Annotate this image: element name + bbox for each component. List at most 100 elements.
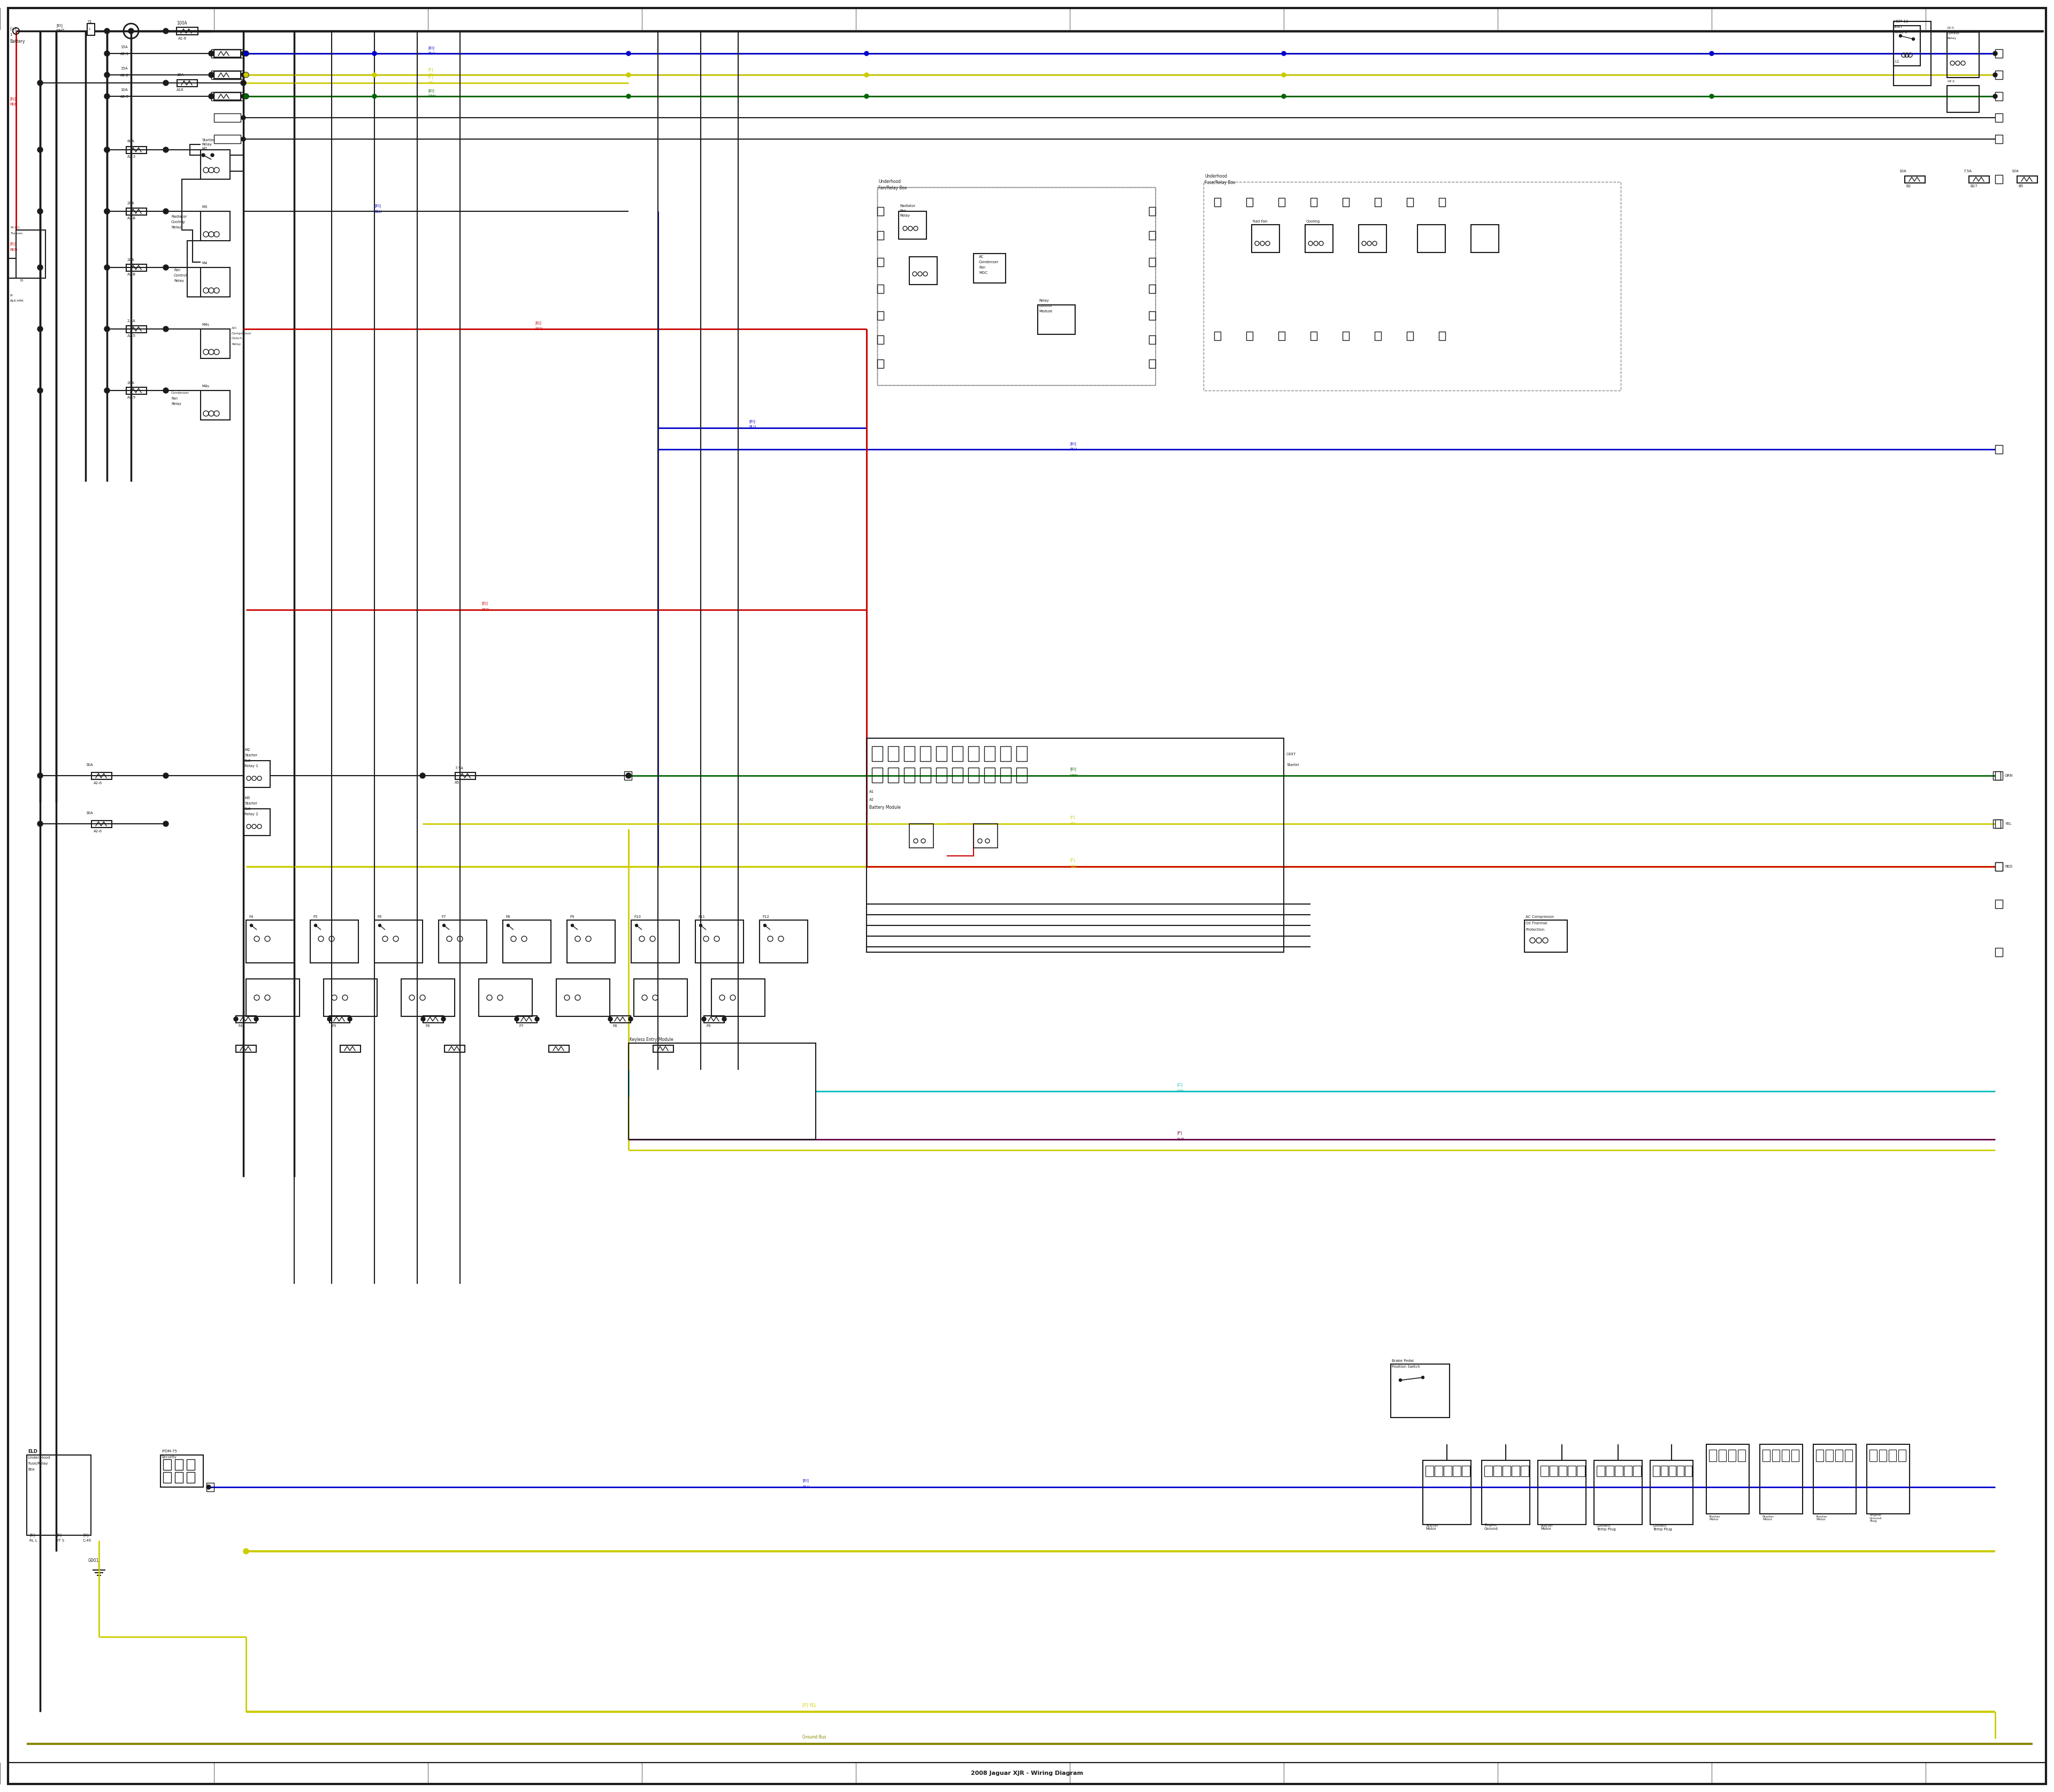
Bar xyxy=(86,23,94,36)
Text: IPDM-75: IPDM-75 xyxy=(162,1450,177,1453)
Bar xyxy=(212,91,242,100)
Text: Rad Fan: Rad Fan xyxy=(1253,220,1267,222)
Text: F6: F6 xyxy=(425,1025,429,1027)
Bar xyxy=(1343,332,1349,340)
Text: M1: M1 xyxy=(201,147,207,151)
Bar xyxy=(1894,25,1920,66)
Bar xyxy=(1471,224,1499,253)
Bar xyxy=(624,771,633,780)
Text: Current: Current xyxy=(1947,32,1960,34)
Text: Cooling: Cooling xyxy=(170,220,185,224)
Text: CYN: CYN xyxy=(1177,1090,1185,1093)
Circle shape xyxy=(210,93,214,99)
Bar xyxy=(1440,197,1446,206)
Text: A1-6: A1-6 xyxy=(179,38,187,39)
Bar xyxy=(1606,1466,1614,1477)
Bar xyxy=(214,72,240,79)
Text: Keyless Entry Module: Keyless Entry Module xyxy=(631,1038,674,1043)
Bar xyxy=(1994,48,2003,57)
Bar xyxy=(557,978,610,1016)
Text: F5: F5 xyxy=(312,916,318,919)
Bar xyxy=(1524,919,1567,952)
Circle shape xyxy=(378,925,382,926)
Bar xyxy=(214,134,240,143)
Circle shape xyxy=(626,73,631,77)
Bar xyxy=(1485,1466,1493,1477)
Text: Relay: Relay xyxy=(1039,299,1050,303)
Bar xyxy=(1278,332,1286,340)
Bar xyxy=(1440,332,1446,340)
Bar xyxy=(1000,767,1011,783)
Bar xyxy=(503,919,550,962)
Circle shape xyxy=(162,326,168,332)
Text: 15: 15 xyxy=(18,280,23,281)
Bar xyxy=(1247,197,1253,206)
Bar xyxy=(1343,197,1349,206)
Circle shape xyxy=(244,52,249,56)
Bar xyxy=(548,1045,569,1052)
Bar xyxy=(456,772,477,780)
Circle shape xyxy=(507,925,509,926)
Bar xyxy=(1407,197,1413,206)
Bar xyxy=(125,147,146,154)
Text: Cut: Cut xyxy=(244,760,251,762)
Text: Starter
Motor: Starter Motor xyxy=(1709,1516,1721,1521)
Bar xyxy=(1727,1450,1736,1462)
Bar xyxy=(1668,1466,1676,1477)
Circle shape xyxy=(764,925,766,926)
Bar xyxy=(937,767,947,783)
Text: F7: F7 xyxy=(520,1025,524,1027)
Bar xyxy=(1994,900,2003,909)
Text: Underhood: Underhood xyxy=(879,179,902,185)
Circle shape xyxy=(212,154,214,156)
Text: M3: M3 xyxy=(201,206,207,208)
Circle shape xyxy=(1421,1376,1423,1378)
Bar xyxy=(1994,70,2003,79)
Bar xyxy=(904,745,914,762)
Text: Radiator: Radiator xyxy=(900,204,916,208)
Text: A1: A1 xyxy=(869,790,875,794)
Circle shape xyxy=(626,52,631,56)
Circle shape xyxy=(516,1016,520,1021)
Circle shape xyxy=(251,925,253,926)
Text: [C]: [C] xyxy=(1177,1082,1183,1086)
Bar xyxy=(1676,1466,1684,1477)
Bar xyxy=(125,387,146,394)
Circle shape xyxy=(635,925,639,926)
Circle shape xyxy=(240,95,246,99)
Text: HCM-11: HCM-11 xyxy=(1894,20,1908,23)
Text: Control: Control xyxy=(175,274,187,278)
Bar xyxy=(1994,113,2003,122)
Text: L1: L1 xyxy=(1894,59,1900,63)
Circle shape xyxy=(419,772,425,778)
Text: G001: G001 xyxy=(88,1559,99,1563)
Circle shape xyxy=(37,387,43,392)
Circle shape xyxy=(1992,95,1996,99)
Text: Starter
Motor: Starter Motor xyxy=(1762,1516,1775,1521)
Bar xyxy=(374,919,423,962)
Circle shape xyxy=(865,73,869,77)
Circle shape xyxy=(1992,73,1996,77)
Text: [F]: [F] xyxy=(1070,858,1074,862)
Circle shape xyxy=(162,821,168,826)
Circle shape xyxy=(105,208,109,213)
Bar xyxy=(910,256,937,285)
Bar xyxy=(177,79,197,86)
Text: RED: RED xyxy=(534,328,542,330)
Bar xyxy=(1994,819,2003,828)
Text: Box: Box xyxy=(29,1468,35,1471)
Bar xyxy=(160,1455,203,1487)
Circle shape xyxy=(626,772,631,778)
Bar xyxy=(125,208,146,215)
Bar xyxy=(877,231,883,240)
Text: Compressor: Compressor xyxy=(232,332,253,335)
Text: GT-5: GT-5 xyxy=(1947,27,1955,29)
Bar xyxy=(867,738,1284,952)
Text: [P]: [P] xyxy=(1177,1131,1181,1134)
Text: YEL: YEL xyxy=(2005,823,2011,826)
Text: MGC: MGC xyxy=(980,271,988,274)
Text: F11: F11 xyxy=(698,916,705,919)
Text: Relay: Relay xyxy=(232,342,240,346)
Circle shape xyxy=(240,115,246,120)
Text: [EI]: [EI] xyxy=(427,47,433,50)
